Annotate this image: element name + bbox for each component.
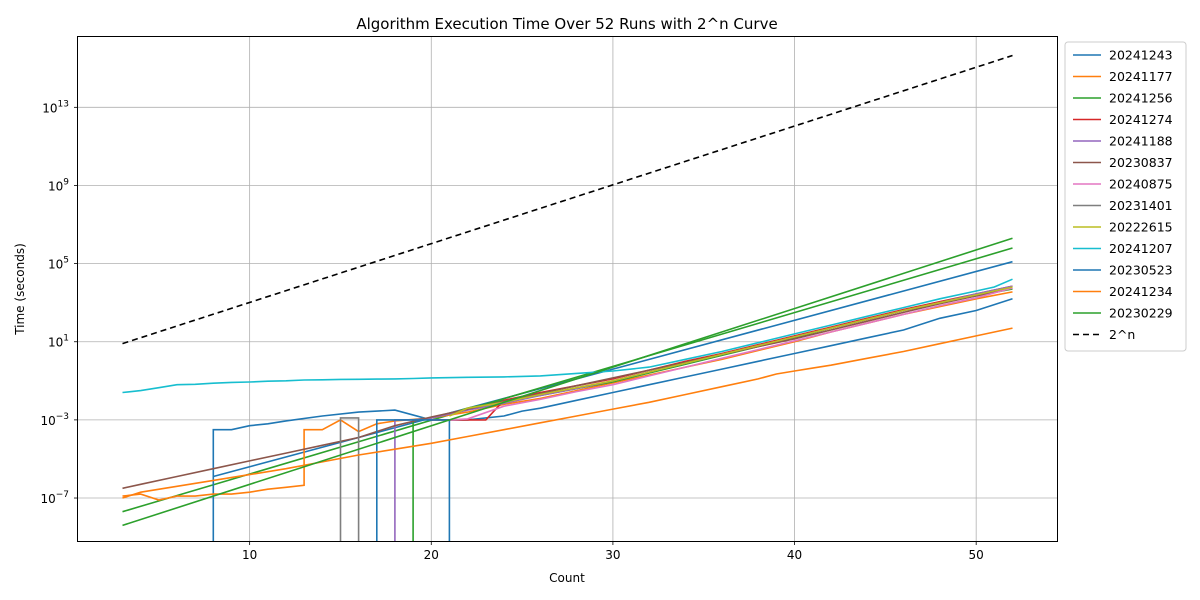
y-tick-label: 101 bbox=[48, 334, 69, 350]
x-tick-label: 10 bbox=[242, 548, 257, 562]
legend-label: 20241188 bbox=[1109, 134, 1173, 149]
series-line-20222615 bbox=[449, 286, 1013, 417]
series-line-20230837 bbox=[122, 287, 1013, 490]
series-line-20231401 bbox=[339, 417, 360, 541]
x-tick-label: 50 bbox=[969, 548, 984, 562]
series-line-20241177 bbox=[122, 291, 1013, 501]
grid bbox=[78, 37, 1057, 541]
y-tick-label: 105 bbox=[48, 256, 69, 272]
y-tick-label: 10−3 bbox=[40, 412, 69, 428]
series-line-20241243 bbox=[212, 298, 1013, 541]
legend-label: 20241234 bbox=[1109, 284, 1173, 299]
series-line-20230229 bbox=[122, 237, 1013, 527]
legend-label: 20222615 bbox=[1109, 220, 1173, 235]
series-line-2^n bbox=[122, 54, 1013, 345]
series-group bbox=[122, 54, 1013, 541]
chart-title: Algorithm Execution Time Over 52 Runs wi… bbox=[356, 15, 777, 33]
series-line-20241234 bbox=[122, 327, 1013, 499]
series-line-20241188 bbox=[394, 285, 1013, 541]
legend-label: 2^n bbox=[1109, 327, 1135, 342]
series-line-20241274 bbox=[431, 285, 1013, 421]
legend: 20241243 20241177 20241256 20241274 20241188… bbox=[1064, 41, 1187, 352]
x-tick-label: 40 bbox=[787, 548, 802, 562]
legend-label: 20241243 bbox=[1109, 48, 1173, 63]
plot-lines bbox=[122, 54, 1013, 541]
x-tick-label: 20 bbox=[424, 548, 439, 562]
legend-label: 20240875 bbox=[1109, 177, 1173, 192]
series-line-20240875 bbox=[449, 287, 1013, 421]
legend-label: 20241256 bbox=[1109, 91, 1173, 106]
legend-label: 20230229 bbox=[1109, 306, 1173, 321]
y-axis-label: Time (seconds) bbox=[13, 243, 27, 336]
y-tick-label: 10−7 bbox=[40, 490, 69, 506]
trend-line bbox=[122, 247, 1013, 513]
y-tick-label: 1013 bbox=[42, 99, 69, 115]
y-tick-label: 109 bbox=[48, 177, 69, 193]
legend-label: 20230523 bbox=[1109, 263, 1173, 278]
series-line-20241207 bbox=[122, 278, 1013, 394]
y-axis-ticks: 10−7 10−3 101 105 109 1013 bbox=[40, 99, 78, 506]
x-tick-label: 30 bbox=[605, 548, 620, 562]
legend-label: 20231401 bbox=[1109, 198, 1173, 213]
x-axis-ticks: 10 20 30 40 50 bbox=[242, 541, 984, 562]
legend-label: 20241274 bbox=[1109, 112, 1173, 127]
legend-label: 20241207 bbox=[1109, 241, 1173, 256]
x-axis-label: Count bbox=[549, 571, 585, 585]
plot-area-frame bbox=[77, 36, 1058, 542]
legend-label: 20230837 bbox=[1109, 155, 1173, 170]
legend-label: 20241177 bbox=[1109, 69, 1173, 84]
series-line-20241256 bbox=[412, 288, 1013, 541]
